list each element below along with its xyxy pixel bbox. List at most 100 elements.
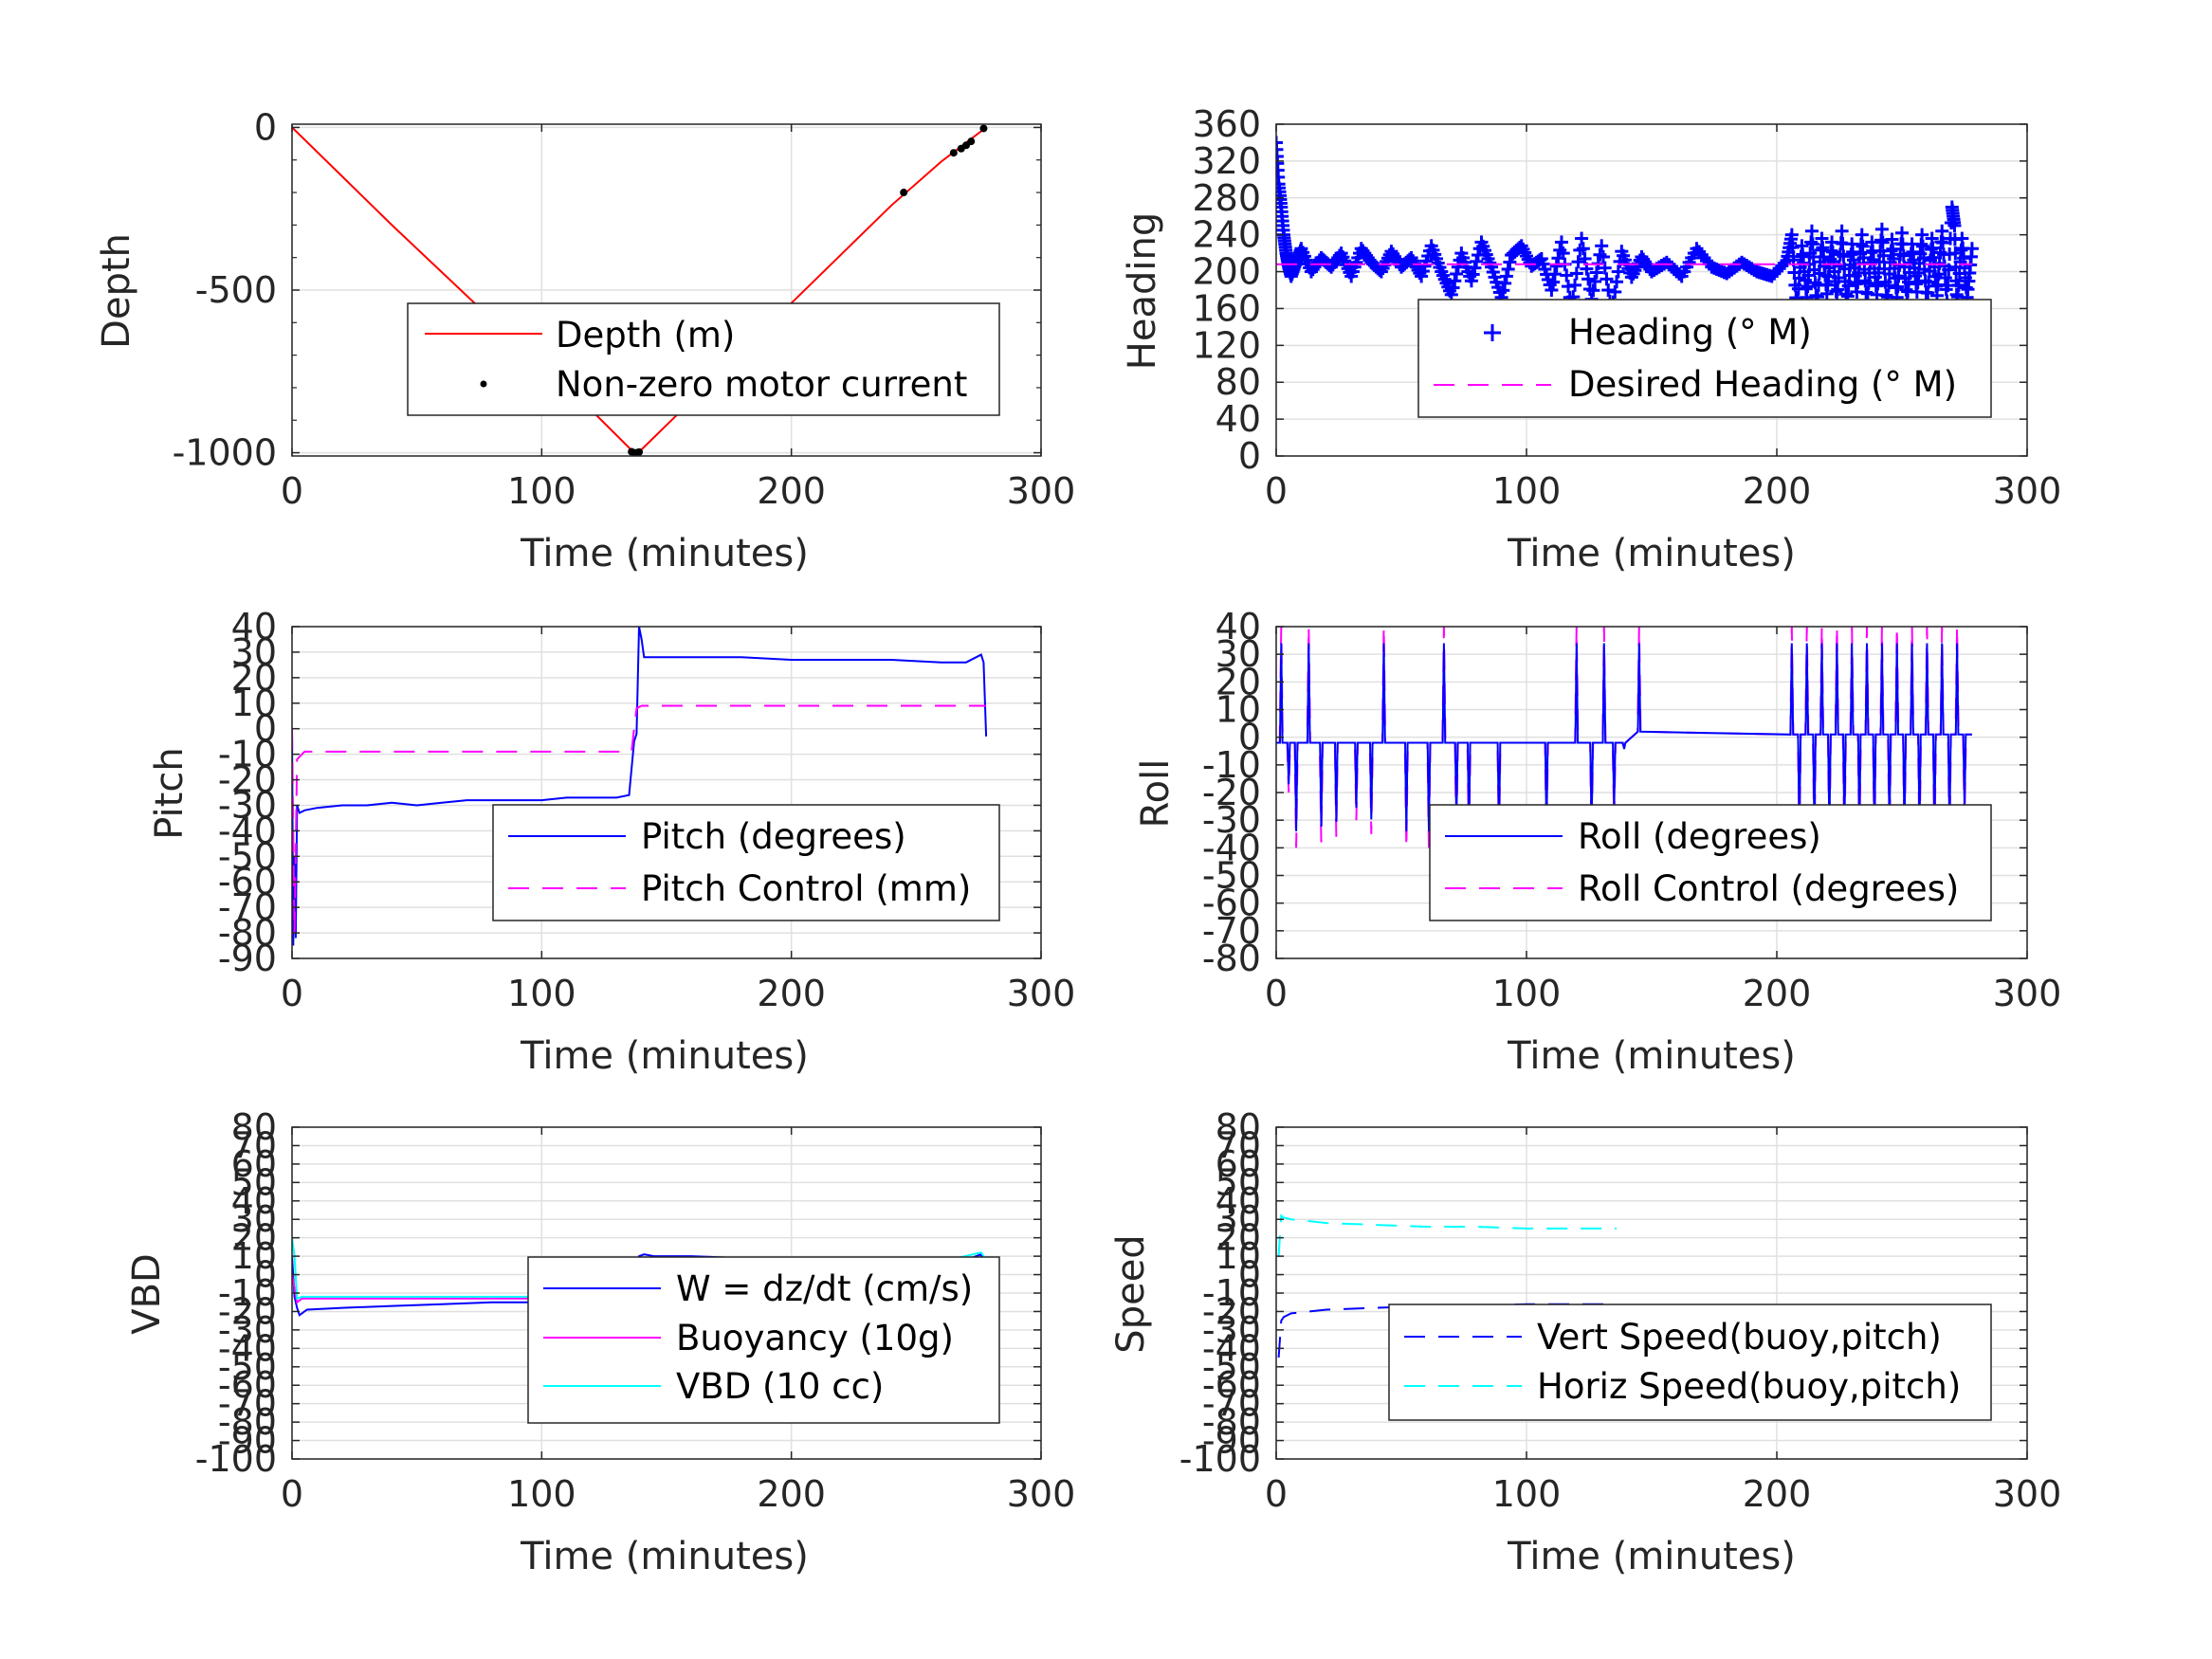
depth-xtick-label: 100: [507, 470, 576, 512]
speed-plot-area: 0 100 200 30080706050403020100-10-20-30-40-…: [1179, 1106, 2062, 1515]
roll-ytick-label: -80: [1202, 938, 1261, 979]
roll-xlabel: Time (minutes): [1507, 1034, 1796, 1078]
depth-xtick-label: 0: [281, 470, 303, 512]
roll-ytick-label: -30: [1202, 799, 1261, 841]
heading-xlabel: Time (minutes): [1507, 532, 1796, 575]
heading-legend-box: [1417, 299, 1992, 418]
roll-ytick-label: 30: [1216, 633, 1261, 675]
heading-point: [1855, 228, 1869, 242]
depth-xtick-label: 200: [757, 470, 826, 512]
speed-series-1: [1277, 1303, 1617, 1358]
pitch-ylabel: Pitch: [148, 747, 192, 839]
pitch-axes-box: [291, 626, 1042, 959]
heading-legend-label-heading: Heading (° M): [1568, 312, 1812, 353]
heading-point: [1884, 244, 1898, 258]
heading-point: [1575, 231, 1589, 246]
heading-ylabel: Heading: [1121, 212, 1164, 370]
roll-ytick-label: 0: [1238, 717, 1261, 758]
depth-motor-point: [900, 189, 908, 197]
heading-point: [1875, 235, 1890, 249]
heading-point: [1576, 242, 1590, 256]
heading-point: [1571, 255, 1585, 269]
pitch-xlabel: Time (minutes): [520, 1034, 809, 1078]
heading-point: [1896, 248, 1910, 263]
heading-point: [1936, 236, 1950, 250]
roll-legend-label-control: Roll Control (degrees): [1578, 868, 1959, 909]
speed-xtick-label: 0: [1265, 1473, 1288, 1515]
pitch-legend-label-pitch: Pitch (degrees): [641, 816, 906, 857]
roll-xtick-label: 100: [1492, 973, 1562, 1014]
heading-ytick-label: 240: [1192, 214, 1261, 256]
depth-legend-marker-motor: [480, 380, 487, 388]
pitch-xtick-label: 0: [281, 973, 303, 1014]
roll-ytick-label: -60: [1202, 883, 1261, 924]
heading-point: [1831, 283, 1845, 297]
pitch-ytick-label: -20: [218, 759, 277, 801]
heading-legend: Heading (° M) Desired Heading (° M): [1417, 299, 1992, 418]
roll-ytick-label: 20: [1216, 661, 1261, 702]
vbd-xtick-label: 300: [1007, 1473, 1076, 1515]
heading-point: [1499, 269, 1513, 283]
roll-legend-label-roll: Roll (degrees): [1578, 816, 1821, 857]
vbd-ytick-label: 20: [231, 1217, 277, 1259]
pitch-legend-box: [492, 804, 1000, 921]
roll-ytick-label: -70: [1202, 910, 1261, 952]
pitch-ytick-label: -70: [218, 886, 277, 928]
roll-data-layer: [1276, 626, 1972, 848]
heading-point: [1466, 267, 1480, 282]
pitch-ytick-label: -50: [218, 835, 277, 877]
heading-point: [1556, 246, 1570, 261]
heading-point: [1935, 224, 1949, 238]
depth-legend-label-motor: Non-zero motor current: [556, 364, 967, 405]
roll-legend-box: [1429, 804, 1992, 921]
vbd-ylabel: VBD: [125, 1253, 169, 1335]
speed-panel: Speed Time (minutes) 0 100 200 300807060504…: [1109, 1106, 2061, 1578]
vbd-ytick-label: -50: [218, 1346, 277, 1388]
depth-motor-point: [967, 137, 976, 146]
roll-plot-area: 0 100 200 300403020100-10-20-30-40-50-60-70…: [1202, 606, 2061, 1014]
vbd-ytick-label: -80: [218, 1401, 277, 1443]
vbd-ytick-label: 0: [254, 1254, 277, 1296]
pitch-series-2: [292, 704, 987, 934]
roll-ylabel: Roll: [1134, 759, 1178, 829]
heading-point: [1569, 266, 1583, 281]
heading-point: [1785, 240, 1800, 254]
heading-point: [1611, 264, 1625, 279]
heading-point: [1805, 237, 1819, 251]
depth-motor-point: [979, 124, 988, 133]
depth-ytick-label: -500: [195, 269, 277, 311]
pitch-xtick-label: 100: [507, 973, 576, 1014]
pitch-ytick-label: -10: [218, 734, 277, 775]
roll-ytick-label: -40: [1202, 827, 1261, 868]
heading-point: [1947, 218, 1962, 232]
pitch-xtick-label: 200: [757, 973, 826, 1014]
heading-point: [1549, 259, 1563, 273]
heading-xtick-label: 200: [1743, 470, 1812, 512]
heading-point: [1276, 136, 1283, 150]
vbd-legend: W = dz/dt (cm/s) Buoyancy (10g) VBD (10 …: [527, 1256, 1000, 1424]
vbd-xtick-label: 200: [757, 1473, 826, 1515]
speed-ytick-label: 0: [1238, 1254, 1261, 1296]
roll-xtick-label: 0: [1265, 973, 1288, 1014]
speed-xtick-label: 300: [1993, 1473, 2062, 1515]
heading-point: [1915, 228, 1929, 242]
vbd-ytick-label: -10: [218, 1272, 277, 1314]
heading-point: [1916, 239, 1929, 253]
heading-point: [1546, 275, 1561, 289]
pitch-ytick-label: -90: [218, 938, 277, 979]
heading-point: [1600, 272, 1614, 286]
heading-ytick-label: 360: [1192, 103, 1261, 145]
heading-ytick-label: 200: [1192, 251, 1261, 293]
pitch-xtick-label: 300: [1007, 973, 1076, 1014]
speed-ytick-label: -60: [1202, 1364, 1261, 1406]
heading-point: [1832, 271, 1846, 285]
speed-legend-label-vert: Vert Speed(buoy,pitch): [1537, 1317, 1942, 1358]
speed-series-2: [1277, 1213, 1617, 1257]
vbd-ytick-label: -20: [218, 1290, 277, 1332]
heading-point: [1578, 251, 1592, 265]
depth-xlabel: Time (minutes): [520, 532, 809, 575]
speed-ytick-label: 40: [1216, 1180, 1261, 1222]
heading-point: [1598, 261, 1612, 275]
